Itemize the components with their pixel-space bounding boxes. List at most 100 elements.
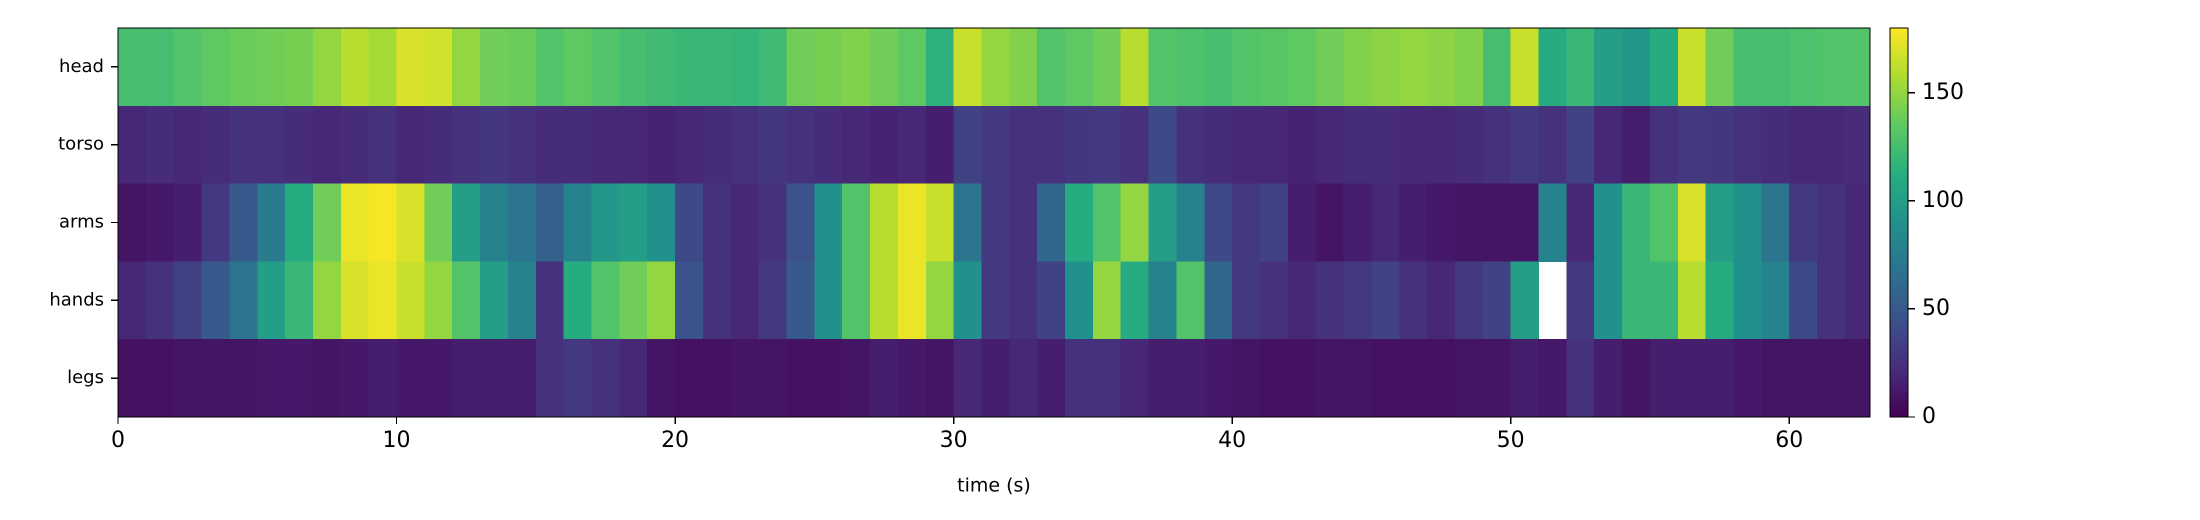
x-tick-label: 10 (383, 428, 411, 453)
cell (675, 183, 704, 262)
cell (1009, 28, 1038, 107)
cell (173, 261, 203, 340)
cell (1510, 261, 1540, 340)
cell (1092, 261, 1122, 340)
cell (1789, 339, 1818, 418)
cell (619, 28, 648, 107)
cell (424, 261, 453, 340)
cell (814, 339, 843, 418)
cell (257, 105, 286, 185)
cell (925, 183, 955, 262)
cell (1789, 183, 1818, 262)
cell (1260, 105, 1289, 185)
cell (1538, 28, 1567, 107)
cell (396, 105, 425, 185)
cell (981, 261, 1010, 340)
cell (201, 28, 231, 107)
cell (424, 183, 453, 262)
cell (953, 339, 983, 418)
cell (619, 261, 648, 340)
cell (118, 105, 147, 185)
x-axis-label: time (s) (957, 475, 1031, 497)
cell (1176, 261, 1205, 340)
cell (702, 28, 732, 107)
cell (591, 339, 620, 418)
cell (1427, 183, 1456, 262)
cell (1204, 105, 1233, 185)
cell (675, 339, 704, 418)
cell (702, 339, 732, 418)
cell (229, 28, 258, 107)
cell (1427, 339, 1456, 418)
cell (1817, 339, 1846, 418)
colorbar-tick-label: 100 (1922, 188, 1964, 213)
cell (340, 261, 370, 340)
cell (1454, 28, 1484, 107)
cell (953, 28, 983, 107)
x-tick-label: 0 (111, 428, 125, 453)
cell (1594, 183, 1623, 262)
cell (1677, 105, 1707, 185)
cell (452, 28, 481, 107)
cell (1566, 105, 1595, 185)
cell (145, 339, 175, 418)
cell (229, 261, 258, 340)
cell (1037, 183, 1066, 262)
cell (1622, 183, 1651, 262)
cell (535, 339, 565, 418)
cell (814, 28, 843, 107)
cell (1510, 28, 1540, 107)
cell (619, 183, 648, 262)
x-tick-label: 40 (1218, 428, 1246, 453)
cell (1538, 183, 1567, 262)
cell (1204, 261, 1233, 340)
cell (1454, 261, 1484, 340)
cell (870, 261, 899, 340)
cell (1232, 261, 1261, 340)
cell (257, 261, 286, 340)
cell (1343, 339, 1373, 418)
colorbar-tick-label: 50 (1922, 296, 1950, 321)
cell (1148, 339, 1178, 418)
cell (396, 261, 425, 340)
cell (1148, 28, 1178, 107)
cell (480, 339, 509, 418)
cell (647, 261, 676, 340)
cell (1176, 105, 1205, 185)
cell (1204, 183, 1233, 262)
cell (1287, 183, 1317, 262)
cell (1343, 105, 1373, 185)
cell (758, 339, 788, 418)
cell (312, 339, 342, 418)
cell (1315, 105, 1345, 185)
cell (1371, 261, 1400, 340)
cell (1037, 105, 1066, 185)
cell (118, 339, 147, 418)
cell (730, 183, 760, 262)
cell (842, 183, 871, 262)
cell (1649, 105, 1679, 185)
cell (1733, 183, 1762, 262)
cell (1120, 339, 1150, 418)
cell (1594, 28, 1623, 107)
cell (507, 183, 537, 262)
cell (1204, 339, 1233, 418)
cell (368, 261, 398, 340)
cell (1315, 339, 1345, 418)
cell (1399, 339, 1428, 418)
cell (591, 105, 620, 185)
cell (1399, 28, 1428, 107)
cell (1009, 339, 1038, 418)
cell (814, 261, 843, 340)
cell (1482, 28, 1512, 107)
cell (786, 261, 815, 340)
cell (424, 105, 453, 185)
cell (285, 339, 314, 418)
row-label: legs (67, 367, 104, 388)
cell (619, 339, 648, 418)
cell (507, 261, 537, 340)
cell (730, 28, 760, 107)
cell (1009, 261, 1038, 340)
cell (981, 105, 1010, 185)
cell (145, 261, 175, 340)
